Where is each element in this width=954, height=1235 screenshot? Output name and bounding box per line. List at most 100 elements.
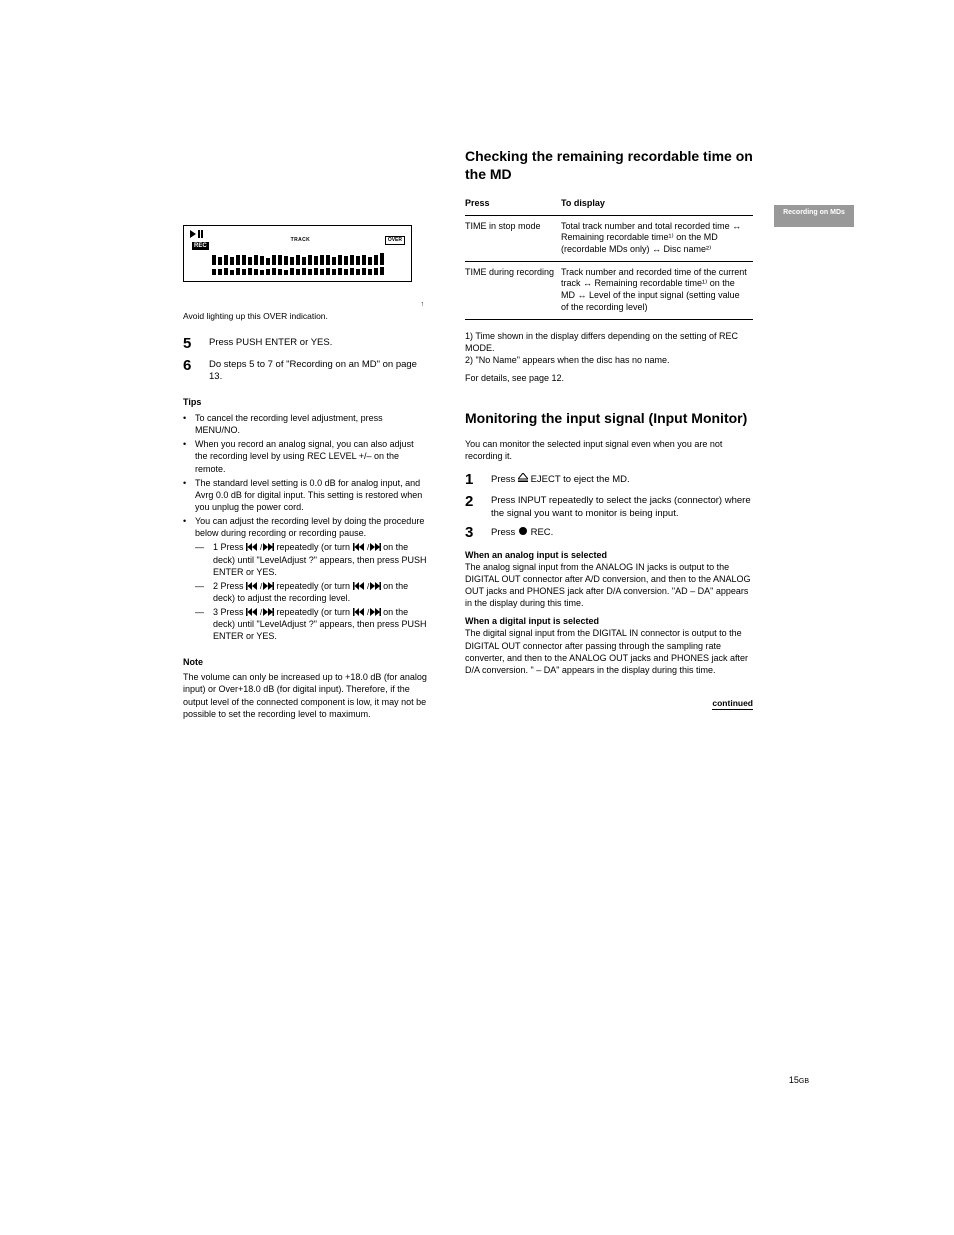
note-body: The volume can only be increased up to +… — [183, 671, 428, 720]
level-bar — [296, 269, 300, 275]
prev-next-icon: / — [353, 542, 381, 552]
tip-substep: —1 Press / repeatedly (or turn / on the … — [183, 541, 428, 577]
level-bar — [260, 256, 264, 265]
step-number: 5 — [183, 334, 201, 354]
level-bar — [212, 269, 216, 275]
monitor-step-number: 3 — [465, 523, 483, 543]
level-bar — [296, 255, 300, 265]
level-bar — [362, 268, 366, 275]
level-bar — [350, 255, 354, 265]
level-bar — [260, 270, 264, 275]
lcd-level-meter-row1 — [190, 253, 405, 265]
level-bar — [326, 255, 330, 265]
monitor-step-number: 2 — [465, 492, 483, 520]
analog-block: When an analog input is selected The ana… — [465, 549, 753, 610]
right-column: Checking the remaining recordable time o… — [465, 148, 753, 710]
level-bar — [380, 267, 384, 275]
level-bar — [278, 269, 282, 275]
prev-next-icon: / — [246, 542, 274, 552]
footnotes: 1) Time shown in the display differs dep… — [465, 330, 753, 366]
tip-bullet: •You can adjust the recording level by d… — [183, 515, 428, 539]
analog-head: When an analog input is selected — [465, 549, 753, 561]
monitor-step-row: 1Press EJECT to eject the MD. — [465, 470, 753, 490]
heading-remaining-time: Checking the remaining recordable time o… — [465, 148, 753, 183]
table-row: TIME during recordingTrack number and re… — [465, 261, 753, 319]
lcd-top-row: REC TRACK OVER — [190, 230, 405, 251]
step-row: 6 Do steps 5 to 7 of "Recording on an MD"… — [183, 356, 428, 384]
level-bar — [308, 269, 312, 275]
level-bar — [332, 269, 336, 275]
eject-icon — [518, 474, 528, 485]
lcd-over-badge: OVER — [385, 236, 405, 245]
level-bar — [374, 255, 378, 265]
lcd-level-meter-row2 — [190, 267, 405, 275]
prev-next-icon: / — [246, 607, 274, 617]
digital-head: When a digital input is selected — [465, 615, 753, 627]
step-text: Do steps 5 to 7 of "Recording on an MD" … — [209, 356, 428, 384]
table-header-row: Press To display — [465, 193, 753, 215]
footnote: 1) Time shown in the display differs dep… — [465, 330, 753, 354]
level-bar — [362, 255, 366, 265]
level-bar — [302, 268, 306, 275]
level-bar — [350, 268, 354, 275]
table-cell: Track number and recorded time of the cu… — [561, 261, 753, 319]
page: Recording on MDs REC TRACK OVER ↑ — [0, 0, 954, 1235]
prev-next-icon: / — [353, 581, 381, 591]
lcd-rec-badge: REC — [192, 242, 209, 250]
level-bar — [242, 255, 246, 265]
side-tab-label: Recording on MDs — [774, 208, 854, 217]
level-bar — [338, 255, 342, 265]
step-text: Press PUSH ENTER or YES. — [209, 334, 428, 349]
input-monitor-intro: You can monitor the selected input signa… — [465, 438, 753, 462]
level-bar — [290, 257, 294, 265]
tips-heading: Tips — [183, 397, 428, 409]
left-column: REC TRACK OVER ↑ Avoid lighting up this … — [183, 225, 428, 720]
level-bar — [314, 256, 318, 265]
tip-bullet: •When you record an analog signal, you c… — [183, 438, 428, 474]
svg-text:/: / — [367, 543, 370, 551]
level-bar — [254, 255, 258, 265]
level-bar — [302, 257, 306, 265]
level-bar — [230, 270, 234, 275]
tip-substep: —2 Press / repeatedly (or turn / on the … — [183, 580, 428, 604]
monitor-step-row: 3 Press REC. — [465, 523, 753, 543]
level-bar — [314, 268, 318, 275]
monitor-step-number: 1 — [465, 470, 483, 490]
over-arrow: ↑ — [183, 300, 428, 309]
level-bar — [284, 256, 288, 265]
level-bar — [272, 255, 276, 265]
svg-text:/: / — [367, 608, 370, 616]
digital-block: When a digital input is selected The dig… — [465, 615, 753, 676]
monitor-step-row: 2 Press INPUT repeatedly to select the ja… — [465, 492, 753, 520]
level-bar — [284, 270, 288, 275]
continued-label: continued — [712, 698, 753, 710]
lcd-play-pause-rec: REC — [190, 230, 216, 251]
digital-body: The digital signal input from the DIGITA… — [465, 627, 753, 676]
level-bar — [320, 255, 324, 265]
level-bar — [290, 268, 294, 275]
footnote: 2) "No Name" appears when the disc has n… — [465, 354, 753, 366]
step-row: 5 Press PUSH ENTER or YES. — [183, 334, 428, 354]
level-bar — [368, 257, 372, 265]
display-table: Press To display TIME in stop modeTotal … — [465, 193, 753, 320]
monitor-step-text: Press REC. — [491, 523, 753, 543]
table-header-display: To display — [561, 193, 753, 215]
level-bar — [266, 269, 270, 275]
level-bar — [326, 268, 330, 275]
level-bar — [248, 268, 252, 275]
lcd-display: REC TRACK OVER — [183, 225, 412, 282]
monitor-step-text: Press INPUT repeatedly to select the jac… — [491, 492, 753, 520]
level-bar — [218, 257, 222, 265]
analog-body: The analog signal input from the ANALOG … — [465, 561, 753, 610]
left-step-list: 5 Press PUSH ENTER or YES. 6 Do steps 5 to … — [183, 334, 428, 383]
level-bar — [332, 257, 336, 265]
table-row: TIME in stop modeTotal track number and … — [465, 215, 753, 261]
svg-text:/: / — [367, 582, 370, 590]
level-bar — [344, 269, 348, 275]
svg-text:/: / — [260, 543, 263, 551]
step-number: 6 — [183, 356, 201, 376]
level-bar — [338, 268, 342, 275]
level-bar — [380, 253, 384, 265]
level-bar — [374, 268, 378, 275]
tip-bullet: •The standard level setting is 0.0 dB fo… — [183, 477, 428, 513]
